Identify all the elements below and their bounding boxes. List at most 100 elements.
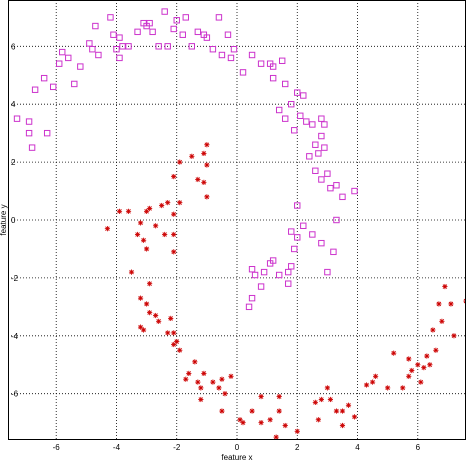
asterisk-point	[351, 414, 358, 420]
square-point	[31, 86, 39, 93]
y-tick-label: 2	[11, 158, 16, 167]
asterisk-point	[204, 194, 210, 200]
asterisk-point	[219, 376, 225, 382]
square-point	[333, 182, 340, 189]
asterisk-point	[228, 373, 234, 379]
square-point	[294, 89, 301, 96]
square-point	[278, 57, 286, 64]
asterisk-point	[333, 408, 340, 414]
tick-labels: -6 -4 -2 0 2 4 6 -6 -4 -2 0 2 4 6	[11, 42, 421, 452]
asterisk-point	[186, 370, 192, 377]
square-point	[116, 34, 123, 41]
grid-layer	[8, 0, 466, 440]
square-point	[285, 280, 292, 287]
asterisk-point	[171, 231, 177, 238]
square-point	[269, 63, 277, 70]
square-point	[89, 46, 96, 53]
x-tick-label: -6	[53, 443, 61, 452]
asterisk-point	[294, 428, 300, 434]
square-point	[227, 54, 235, 62]
asterisk-point	[171, 173, 177, 180]
square-point	[155, 43, 162, 50]
square-point	[245, 303, 253, 311]
asterisk-point	[177, 347, 183, 353]
asterisk-point	[168, 315, 174, 322]
y-tick-label: -2	[11, 274, 19, 283]
square-point	[266, 260, 274, 267]
asterisk-point	[144, 208, 150, 214]
square-point	[107, 14, 114, 21]
asterisk-point	[418, 379, 424, 385]
asterisk-point	[439, 318, 445, 324]
square-point	[28, 144, 36, 151]
asterisk-point	[327, 396, 334, 403]
asterisk-point	[171, 211, 177, 217]
square-point	[291, 127, 298, 134]
square-point	[134, 28, 141, 36]
square-point	[203, 34, 211, 41]
data-points	[13, 8, 466, 440]
asterisk-point	[144, 301, 150, 307]
asterisk-point	[391, 350, 397, 356]
square-point	[13, 115, 21, 122]
asterisk-point	[195, 176, 201, 183]
y-tick-label: -6	[11, 390, 19, 399]
square-point	[288, 263, 295, 270]
square-point	[306, 153, 313, 160]
square-point	[65, 54, 72, 62]
asterisk-point	[144, 246, 150, 252]
y-tick-label: 6	[11, 42, 16, 51]
y-tick-label: 0	[11, 216, 16, 225]
asterisk-point	[406, 356, 412, 362]
square-point	[318, 132, 325, 140]
asterisk-point	[219, 408, 225, 414]
x-tick-label: 2	[295, 443, 300, 452]
asterisk-point	[204, 162, 210, 168]
square-point	[297, 112, 304, 119]
asterisk-point	[177, 200, 183, 206]
asterisk-point	[400, 385, 406, 391]
asterisk-point	[137, 295, 144, 301]
square-point	[149, 28, 156, 36]
asterisk-point	[345, 402, 352, 408]
square-point	[309, 121, 316, 128]
square-point	[164, 43, 171, 50]
asterisk-point	[137, 324, 144, 330]
asterisk-point	[442, 283, 448, 290]
asterisk-point	[171, 249, 177, 255]
asterisk-point	[153, 312, 159, 319]
asterisk-point	[216, 385, 222, 391]
asterisk-point	[463, 298, 466, 304]
square-point	[95, 51, 102, 59]
square-point	[312, 141, 319, 148]
square-point	[194, 28, 202, 36]
asterisk-point	[451, 333, 457, 339]
square-point	[318, 115, 325, 122]
square-point	[161, 8, 168, 15]
square-point	[146, 19, 153, 27]
square-point	[300, 92, 307, 99]
square-point	[239, 69, 247, 76]
asterisk-point	[189, 153, 195, 159]
x-tick-label: 0	[235, 443, 240, 452]
square-point	[248, 294, 256, 302]
square-point	[294, 202, 301, 209]
asterisk-point	[183, 376, 189, 382]
square-point	[288, 228, 295, 235]
square-point	[321, 121, 328, 128]
asterisk-point	[195, 379, 201, 385]
asterisk-point	[258, 393, 264, 400]
x-tick-label: -2	[173, 443, 181, 452]
square-point	[275, 271, 283, 279]
asterisk-point	[324, 385, 330, 391]
square-point	[113, 46, 120, 53]
asterisk-point	[156, 318, 162, 324]
asterisk-point	[339, 422, 346, 429]
asterisk-point	[430, 327, 436, 333]
square-point	[188, 43, 196, 50]
asterisk-point	[198, 396, 204, 403]
asterisk-point	[373, 373, 379, 379]
square-point	[125, 43, 132, 50]
x-axis-label: feature x	[221, 453, 252, 462]
